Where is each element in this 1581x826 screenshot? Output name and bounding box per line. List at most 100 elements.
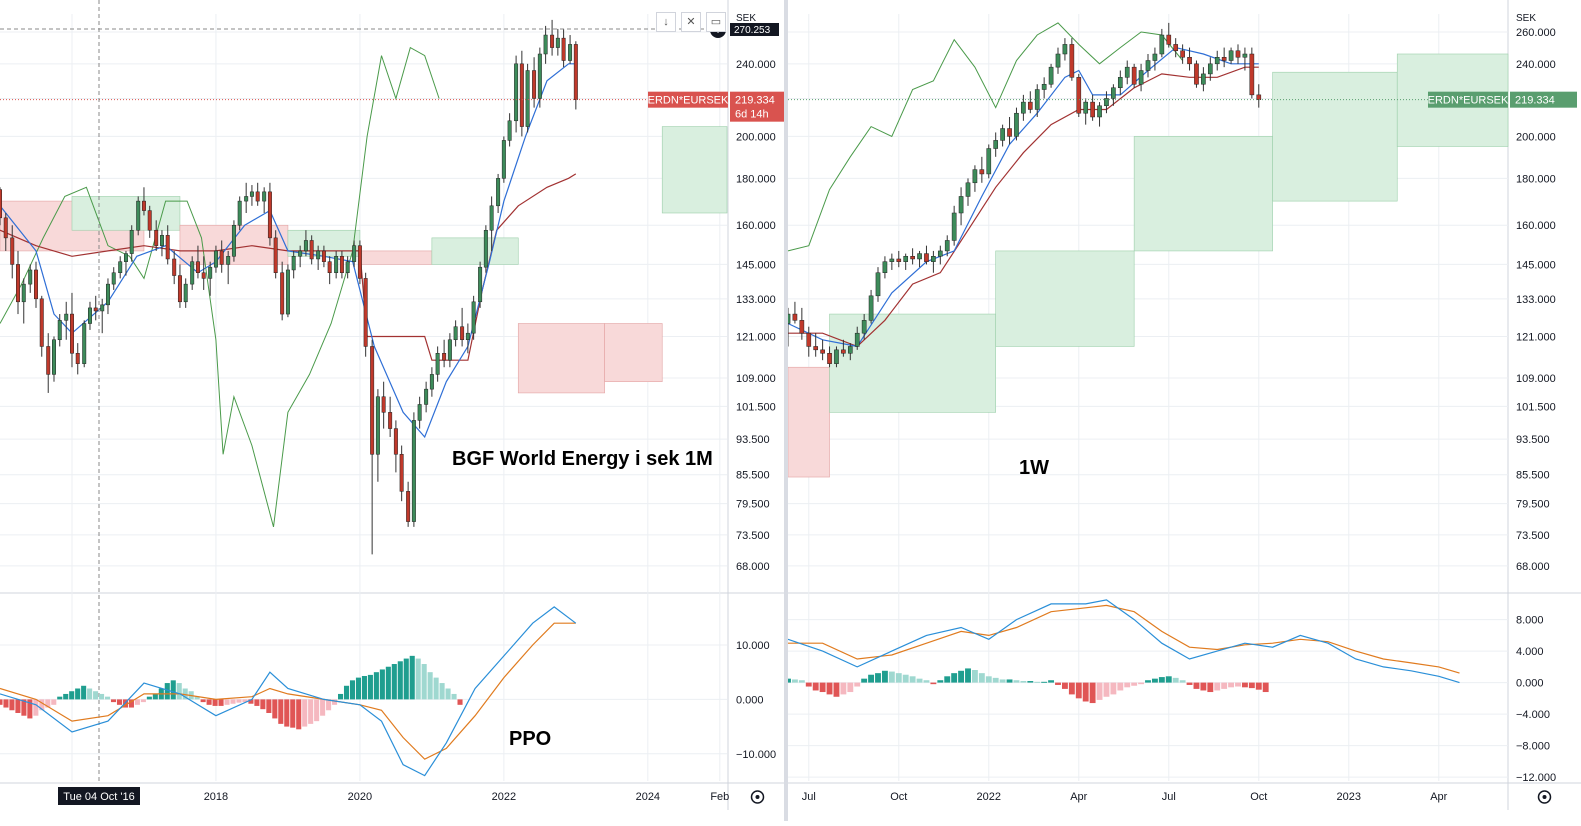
candle-body [1145,60,1151,71]
ppo-histogram-bar [833,682,840,697]
ppo-histogram-bar [21,699,27,716]
ppo-histogram-bar [1228,682,1235,688]
price-tick-label: 145.000 [1516,259,1556,271]
price-tick-label: 101.500 [1516,401,1556,413]
ppo-histogram-bar [3,699,9,708]
candle-body [958,196,964,214]
ppo-tick-label: 0.000 [736,694,764,706]
candle-body [321,250,326,262]
ppo-histogram-bar [888,671,895,683]
ppo-line [787,599,1460,684]
ppo-histogram-bar [1124,682,1131,688]
ppo-histogram-bar [290,699,296,728]
candle-body [28,269,33,285]
symbol-label: ERDN*EURSEK [648,95,729,107]
candle-body [1187,56,1192,65]
candle-body [937,250,943,257]
ichimoku-cloud-segment [829,313,996,413]
ppo-histogram-bar [895,673,902,683]
lagging-span-line [787,22,1183,252]
candle-body [993,140,999,149]
time-tick-label: Feb [710,791,729,803]
ppo-histogram-bar [1193,682,1200,689]
ppo-histogram-bar [260,699,266,710]
candle-body [924,253,929,262]
time-tick-label: 2024 [636,791,660,803]
top-price-label-bg [730,23,779,36]
ppo-histogram-bar [875,673,881,683]
ppo-histogram-bar [1048,680,1055,683]
ppo-histogram-bar [881,670,888,683]
ppo-histogram-bar [320,699,326,716]
candle-body [262,191,267,202]
price-tick-label: 109.000 [1516,373,1556,385]
price-tick-label: 200.000 [736,131,776,143]
price-tick-label: 160.000 [736,220,776,232]
candle-body [1076,77,1082,114]
window-icon[interactable]: ▭ [706,12,726,32]
candle-body [1090,101,1095,118]
time-tick-label: 2022 [977,791,1001,803]
close-icon[interactable]: ✕ [681,12,701,32]
ppo-histogram-bar [182,688,188,700]
time-tick-label: 2023 [1337,791,1361,803]
candle-body [46,346,51,375]
right-price-axis-bg [1508,0,1581,821]
ppo-tick-label: −10.000 [736,749,776,761]
candle-body [1131,66,1137,85]
candle-body [1027,101,1033,110]
ppo-histogram-bar [1103,682,1110,697]
ichimoku-cloud-segment [661,126,728,214]
price-tick-label: 180.000 [736,173,776,185]
ppo-histogram-bar [27,699,33,719]
left-chart-annotation: BGF World Energy i sek 1M [452,448,713,470]
candle-body [489,205,494,231]
candle-body [1201,73,1206,85]
ppo-histogram-bar [1214,682,1221,691]
top-price-label: 270.253 [734,25,771,36]
download-icon[interactable]: ↓ [656,12,676,32]
candle-body [442,353,447,361]
price-tick-label: 93.500 [736,434,770,446]
candle-body [39,298,44,347]
tenkan-line [787,46,1259,348]
candle-body [1214,56,1220,65]
candle-body [532,70,537,99]
ppo-histogram-bar [332,699,338,705]
price-tick-label: 260.000 [1516,27,1556,39]
candle-body [478,266,483,303]
price-tick-label: 79.500 [1516,499,1550,511]
time-tick-label: Apr [1430,791,1447,803]
candle-body [105,283,110,306]
ppo-histogram-bar [1262,682,1269,693]
ppo-histogram-bar [284,699,290,727]
candle-body [555,37,560,48]
gear-icon [1537,790,1552,804]
currency-label: SEK [736,13,756,24]
candle-body [543,34,548,55]
ppo-histogram-bar [1013,680,1020,683]
ppo-histogram-bar [1089,682,1096,704]
candle-body [370,346,375,455]
ppo-histogram-bar [403,658,409,700]
candle-body [417,404,422,421]
candle-body [93,307,98,312]
ppo-histogram-bar [379,669,385,700]
candle-body [1180,50,1185,58]
candle-body [1124,66,1130,78]
candle-body [447,339,452,361]
time-tick-label: Apr [1070,791,1087,803]
ppo-histogram-bar [1006,679,1013,683]
ppo-histogram-bar [861,678,868,683]
candle-body [550,34,555,48]
ppo-histogram-bar [75,688,81,700]
currency-label: SEK [1516,13,1536,24]
ppo-histogram-bar [242,699,248,703]
ppo-histogram-bar [170,680,176,700]
candle-body [352,245,357,262]
candle-body [917,253,922,260]
ppo-histogram-bar [164,683,170,700]
ppo-histogram-bar [397,661,403,700]
ppo-histogram-bar [0,699,3,705]
